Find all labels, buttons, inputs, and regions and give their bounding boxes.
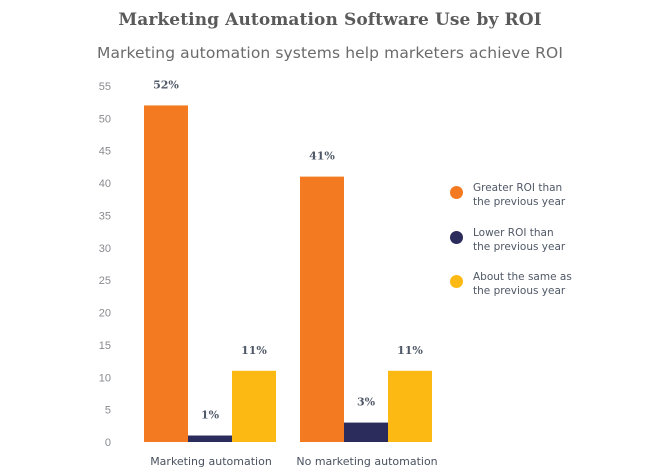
legend-label-same-roi-line2: the previous year: [473, 285, 566, 297]
bar[interactable]: [300, 176, 344, 443]
y-tick-label: 40: [99, 178, 111, 190]
legend-marker-same-roi: [450, 275, 463, 288]
bar[interactable]: [144, 105, 188, 442]
bar-value-label: 52%: [153, 78, 179, 91]
legend-item-lower-roi[interactable]: Lower ROI than the previous year: [450, 226, 593, 254]
y-tick-label: 15: [99, 340, 111, 352]
legend-marker-greater-roi: [450, 186, 463, 199]
y-tick-label: 30: [99, 243, 111, 255]
x-tick-label: No marketing automation: [296, 455, 437, 468]
chart-title: Marketing Automation Software Use by ROI: [118, 10, 542, 30]
y-tick-label: 35: [99, 210, 111, 222]
x-axis-labels: Marketing automation No marketing automat…: [150, 455, 437, 468]
bar[interactable]: [388, 370, 432, 442]
y-tick-label: 25: [99, 275, 111, 287]
y-axis-ticks: 0 5 10 15 20 25 30 35 40 45 50 55: [99, 81, 111, 449]
legend-label-lower-roi-line1: Lower ROI than: [473, 227, 554, 239]
x-tick-label: Marketing automation: [150, 455, 272, 468]
legend-label-greater-roi-line1: Greater ROI than: [473, 182, 563, 194]
y-tick-label: 10: [99, 372, 111, 384]
y-tick-label: 20: [99, 308, 111, 320]
bar-value-label: 41%: [309, 150, 335, 163]
bar-value-label: 1%: [201, 409, 220, 422]
y-tick-label: 50: [99, 113, 111, 125]
legend-item-same-roi[interactable]: About the same as the previous year: [450, 270, 593, 298]
bar-value-label: 11%: [241, 344, 267, 357]
chart-subtitle: Marketing automation systems help market…: [96, 44, 564, 62]
bar[interactable]: [344, 422, 388, 442]
y-tick-label: 55: [99, 81, 111, 93]
bar[interactable]: [232, 370, 276, 442]
bars: [144, 105, 432, 443]
y-tick-label: 5: [105, 405, 111, 417]
y-tick-label: 45: [99, 146, 111, 158]
legend-label-lower-roi-line2: the previous year: [473, 241, 566, 253]
bar-value-label: 3%: [357, 396, 376, 409]
bar[interactable]: [188, 435, 232, 442]
legend-label-greater-roi-line2: the previous year: [473, 196, 566, 208]
y-tick-label: 0: [105, 437, 111, 449]
value-labels: 52% 1% 11% 41% 3% 11%: [153, 78, 423, 421]
legend-label-same-roi-line1: About the same as: [473, 271, 572, 283]
legend-marker-lower-roi: [450, 231, 463, 244]
bar-value-label: 11%: [397, 344, 423, 357]
legend-item-greater-roi[interactable]: Greater ROI than the previous year: [450, 181, 593, 209]
